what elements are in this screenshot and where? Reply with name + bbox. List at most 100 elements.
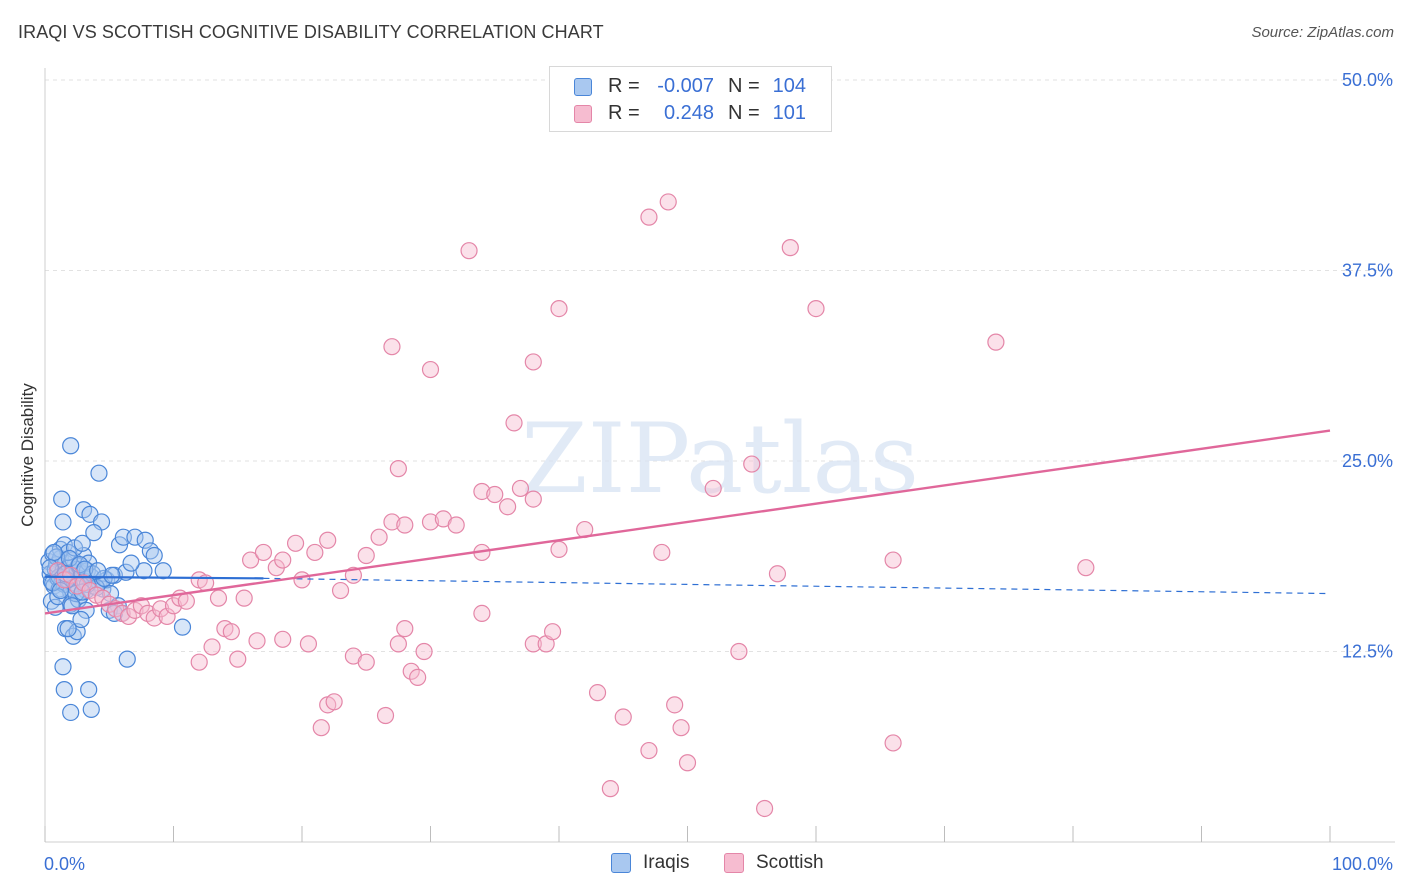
scottish-point bbox=[640, 208, 658, 226]
scottish-point bbox=[704, 479, 722, 498]
scottish-point bbox=[306, 543, 324, 562]
iraqis-point bbox=[136, 531, 154, 549]
scottish-point bbox=[460, 242, 478, 260]
iraqis-point bbox=[53, 490, 71, 508]
axes bbox=[44, 68, 1395, 843]
scottish-point bbox=[293, 571, 311, 589]
iraqis-point bbox=[54, 513, 72, 531]
scottish-point bbox=[601, 780, 620, 798]
scottish-point bbox=[319, 531, 337, 549]
scottish-point bbox=[768, 565, 787, 583]
iraqis-point bbox=[145, 546, 163, 565]
series-scottish bbox=[49, 193, 1095, 818]
y-tick-label: 50.0% bbox=[1342, 70, 1393, 90]
iraqis-point bbox=[90, 464, 108, 482]
scottish-point bbox=[614, 708, 632, 726]
scottish-point bbox=[229, 650, 247, 668]
scottish-point bbox=[505, 414, 523, 432]
scottish-trend-line bbox=[44, 429, 1331, 615]
scottish-point bbox=[807, 300, 825, 318]
scottish-point bbox=[524, 490, 542, 508]
scottish-point bbox=[242, 551, 260, 569]
iraqis-point bbox=[51, 581, 70, 600]
scottish-point bbox=[119, 607, 138, 626]
iraqis-point bbox=[82, 700, 100, 719]
scottish-point bbox=[543, 623, 562, 641]
scottish-point bbox=[209, 589, 228, 607]
iraqis-point bbox=[47, 548, 66, 566]
chart-title: IRAQI VS SCOTTISH COGNITIVE DISABILITY C… bbox=[18, 22, 604, 42]
r-value: 0.248 bbox=[663, 102, 714, 124]
iraqis-point bbox=[72, 610, 90, 629]
scottish-point bbox=[755, 799, 774, 818]
y-tick-label: 25.0% bbox=[1342, 451, 1393, 471]
scottish-point bbox=[177, 592, 195, 610]
iraqis-point bbox=[126, 528, 144, 546]
source-label: Source: ZipAtlas.com bbox=[1251, 24, 1394, 41]
scottish-point bbox=[524, 635, 542, 653]
scottish-point bbox=[421, 513, 440, 531]
n-label: N = bbox=[728, 75, 760, 97]
scottish-point bbox=[524, 353, 542, 371]
scottish-point bbox=[499, 498, 517, 516]
iraqis-point bbox=[85, 524, 103, 542]
scottish-point bbox=[743, 455, 761, 473]
scottish-point bbox=[312, 719, 330, 737]
scottish-point bbox=[383, 513, 401, 531]
y-tick-label: 37.5% bbox=[1342, 261, 1393, 281]
scottish-point bbox=[376, 706, 395, 725]
trend-lines bbox=[44, 429, 1331, 615]
stats-row-scottish: R = 0.248 N = 101 bbox=[550, 100, 831, 128]
scottish-point bbox=[254, 543, 273, 562]
scottish-point bbox=[659, 193, 677, 211]
scottish-point bbox=[357, 546, 375, 565]
iraqis-trend-line bbox=[44, 575, 264, 580]
n-value: 104 bbox=[772, 75, 806, 97]
scottish-point bbox=[203, 638, 221, 656]
iraqis-point bbox=[173, 618, 192, 636]
iraqis-point bbox=[45, 543, 63, 562]
scottish-point bbox=[357, 653, 375, 671]
n-label: N = bbox=[728, 102, 760, 124]
iraqis-swatch bbox=[611, 853, 631, 873]
scottish-point bbox=[222, 623, 240, 641]
iraqis-point bbox=[62, 703, 80, 722]
scottish-point bbox=[447, 516, 465, 534]
scottish-point bbox=[190, 653, 208, 671]
watermark: ZIPatlas bbox=[521, 403, 919, 515]
scottish-point bbox=[396, 620, 414, 638]
iraqis-trend-extension bbox=[263, 577, 1331, 595]
scottish-point bbox=[331, 581, 350, 600]
stats-row-iraqis: R = -0.007 N = 104 bbox=[550, 73, 831, 101]
legend-label-iraqis: Iraqis bbox=[643, 852, 690, 873]
x-tick-label-min: 0.0% bbox=[44, 854, 85, 874]
legend-label-scottish: Scottish bbox=[756, 852, 824, 873]
scottish-point bbox=[884, 734, 902, 752]
y-tick-label: 12.5% bbox=[1342, 642, 1393, 662]
scottish-point bbox=[473, 604, 491, 623]
scottish-point bbox=[781, 239, 799, 257]
scottish-point bbox=[158, 607, 176, 626]
scottish-point bbox=[672, 719, 690, 737]
x-tick-label-max: 100.0% bbox=[1332, 854, 1393, 874]
scottish-point bbox=[389, 635, 407, 653]
scottish-point bbox=[299, 635, 318, 653]
scottish-point bbox=[511, 479, 530, 498]
scottish-point bbox=[402, 662, 420, 680]
scottish-point bbox=[248, 632, 266, 650]
scottish-point bbox=[409, 668, 427, 687]
r-label: R = bbox=[608, 75, 640, 97]
scottish-point bbox=[486, 485, 504, 504]
iraqis-point bbox=[117, 563, 135, 581]
scottish-point bbox=[145, 609, 163, 627]
iraqis-point bbox=[54, 658, 72, 676]
scottish-point bbox=[286, 534, 305, 552]
scottish-point bbox=[678, 754, 697, 772]
iraqis-point bbox=[80, 680, 98, 699]
series-legend: Iraqis Scottish bbox=[0, 852, 1406, 878]
scottish-point bbox=[550, 540, 568, 558]
scottish-point bbox=[421, 360, 440, 379]
scottish-point bbox=[653, 543, 671, 562]
scottish-point bbox=[415, 642, 433, 661]
